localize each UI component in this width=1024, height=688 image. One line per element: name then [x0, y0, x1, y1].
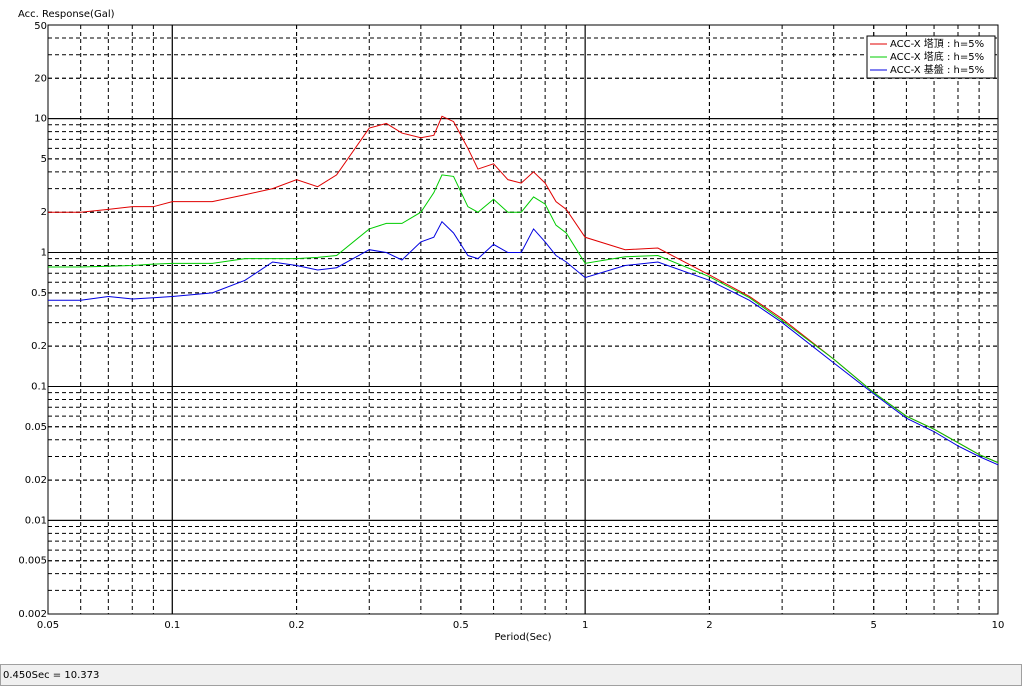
legend-box — [866, 35, 996, 79]
legend-label: ACC-X 塔頂 : h=5% — [890, 37, 984, 50]
y-tick-label: 2 — [41, 207, 47, 218]
x-tick-label: 0.1 — [164, 620, 180, 631]
y-tick-label: 0.002 — [18, 609, 47, 620]
plot-area — [48, 25, 998, 614]
series-line — [48, 220, 999, 466]
plot-border — [47, 24, 999, 615]
series-line — [48, 115, 999, 464]
y-tick-label: 0.2 — [31, 341, 47, 352]
legend-label: ACC-X 基盤 : h=5% — [890, 63, 984, 76]
y-tick-label: 0.005 — [18, 556, 47, 567]
y-tick-label: 50 — [34, 21, 47, 32]
y-tick-label: 0.01 — [25, 515, 47, 526]
y-tick-label: 5 — [41, 154, 47, 165]
x-tick-label: 2 — [706, 620, 712, 631]
chart: Acc. Response(Gal) Period(Sec) 0.002 0.00… — [18, 9, 1005, 643]
y-tick-label: 20 — [34, 73, 47, 84]
x-tick-label: 0.05 — [37, 620, 59, 631]
y-tick-label: 0.02 — [25, 475, 47, 486]
y-tick-label: 10 — [34, 114, 47, 125]
y-axis-label: Acc. Response(Gal) — [18, 9, 115, 20]
series-line — [48, 174, 999, 464]
x-tick-label: 5 — [871, 620, 877, 631]
x-axis-label: Period(Sec) — [495, 632, 552, 643]
legend-label: ACC-X 塔底 : h=5% — [890, 50, 984, 63]
status-bar: 0.450Sec = 10.373 — [0, 664, 1022, 686]
x-tick-label: 10 — [992, 620, 1005, 631]
y-tick-label: 0.05 — [25, 422, 47, 433]
y-tick-label: 1 — [41, 248, 47, 259]
y-tick-label: 0.1 — [31, 381, 47, 392]
y-tick-label: 0.5 — [31, 288, 47, 299]
x-tick-label: 0.5 — [453, 620, 469, 631]
x-tick-label: 0.2 — [289, 620, 305, 631]
x-tick-label: 1 — [582, 620, 588, 631]
